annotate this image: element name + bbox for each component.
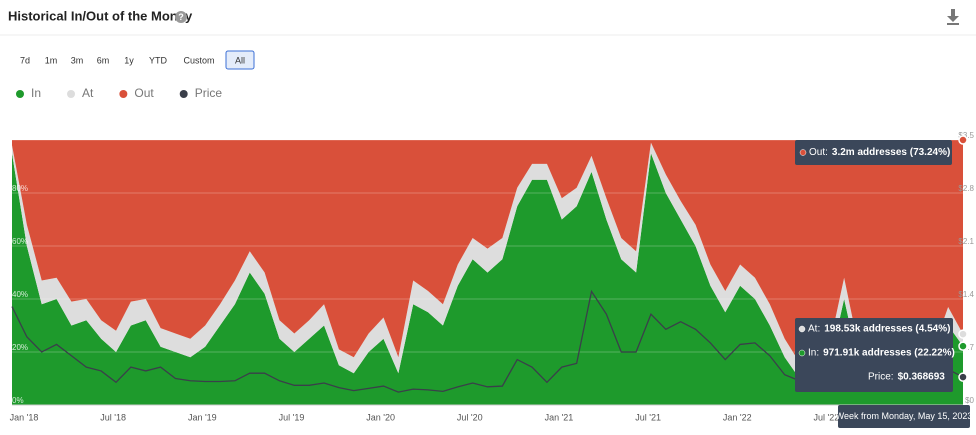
range-button[interactable]: Custom [176, 51, 222, 69]
legend-item[interactable]: Price [179, 86, 223, 100]
tooltip-box [838, 405, 970, 428]
area-at [12, 142, 963, 384]
range-button-box[interactable] [14, 51, 36, 69]
range-button-box[interactable] [92, 51, 114, 69]
range-button-label[interactable]: 1y [124, 55, 134, 65]
legend: In At Out Price [16, 86, 222, 100]
legend-label[interactable]: In [31, 86, 41, 100]
range-button-label[interactable]: 1m [45, 55, 58, 65]
legend-label[interactable]: Out [134, 86, 154, 100]
x-tick-label: Jul '19 [279, 412, 305, 422]
range-button[interactable]: 3m [66, 51, 88, 69]
title: Historical In/Out of the Money [8, 8, 193, 23]
range-button[interactable]: 1m [40, 51, 62, 69]
x-tick-label: Jan '18 [10, 412, 39, 422]
legend-swatch[interactable] [16, 90, 24, 98]
legend-item[interactable]: Out [119, 86, 154, 100]
legend-label[interactable]: At [82, 86, 94, 100]
range-button[interactable]: 7d [14, 51, 36, 69]
range-button[interactable]: 1y [118, 51, 140, 69]
tooltip-label: In: [808, 348, 819, 359]
hover-marker [958, 329, 968, 339]
legend-swatch[interactable] [179, 90, 188, 98]
range-button-box[interactable] [40, 51, 62, 69]
y-tick-label: 100% [12, 131, 32, 140]
help-icon[interactable] [175, 11, 187, 23]
hover-marker [958, 135, 968, 145]
tooltip-box [795, 318, 953, 392]
x-tick-label: Jul '21 [635, 412, 661, 422]
y2-tick-label: $1.4 [958, 290, 974, 299]
y2-tick-label: $2.8 [958, 184, 974, 193]
plot: 0%20%40%60%80%100%$0$0.7$1.4$2.1$2.8$3.5… [10, 131, 975, 428]
range-button-box[interactable] [176, 51, 222, 69]
range-button[interactable]: 6m [92, 51, 114, 69]
x-tick-label: Jan '20 [366, 412, 395, 422]
range-button-label[interactable]: All [235, 55, 245, 65]
range-button-box[interactable] [225, 50, 255, 70]
y-tick-label: 20% [12, 343, 28, 352]
x-tick-label: Jul '18 [100, 412, 126, 422]
range-button[interactable]: YTD [144, 51, 172, 69]
tooltip-dot [799, 149, 807, 156]
range-button-label[interactable]: YTD [149, 55, 168, 65]
y-tick-label: 60% [12, 237, 28, 246]
tooltip-label: Out: [809, 147, 828, 158]
tooltip-date: Week from Monday, May 15, 2023 [836, 411, 973, 421]
tooltip-label: Price: [868, 372, 894, 383]
legend-swatch[interactable] [119, 90, 128, 98]
tooltip-value: 198.53k addresses (4.54%) [824, 324, 950, 335]
tooltip-value: 3.2m addresses (73.24%) [832, 147, 950, 158]
tooltip-label: At: [808, 324, 820, 335]
tooltip-value: $0.368693 [898, 372, 946, 383]
x-tick-label: Jan '22 [723, 412, 752, 422]
legend-label[interactable]: Price [195, 86, 223, 100]
legend-item[interactable]: At [67, 86, 94, 100]
range-button-label[interactable]: 6m [97, 55, 110, 65]
area-in [12, 153, 963, 405]
hover-marker [958, 341, 968, 351]
hover-marker [958, 372, 968, 382]
range-button-label[interactable]: 7d [20, 55, 30, 65]
range-button-box[interactable] [118, 51, 140, 69]
y-tick-label: 80% [12, 184, 28, 193]
range-button-box[interactable] [66, 51, 88, 69]
area-out [12, 140, 963, 371]
legend-item[interactable]: In [16, 86, 41, 100]
range-button-label[interactable]: Custom [183, 55, 214, 65]
range-buttons: 7d 1m 3m 6m 1y YTD Custom All [14, 50, 255, 70]
tooltip-value: 971.91k addresses (22.22%) [823, 348, 955, 359]
help-icon-mark: ? [178, 12, 184, 22]
tooltip-dot [798, 349, 806, 357]
range-button[interactable]: All [225, 50, 255, 70]
tooltip-dot [798, 325, 806, 333]
x-tick-label: Jan '19 [188, 412, 217, 422]
y-tick-label: 0% [12, 396, 24, 405]
x-tick-label: Jul '22 [814, 412, 840, 422]
y-tick-label: 40% [12, 290, 28, 299]
x-tick-label: Jul '20 [457, 412, 483, 422]
y2-tick-label: $0 [965, 396, 974, 405]
y2-tick-label: $3.5 [958, 131, 974, 140]
x-tick-label: Jan '21 [545, 412, 574, 422]
range-button-box[interactable] [144, 51, 172, 69]
download-icon[interactable] [947, 9, 959, 25]
range-button-label[interactable]: 3m [71, 55, 84, 65]
legend-swatch[interactable] [67, 90, 76, 98]
tooltip-box [795, 140, 952, 165]
y2-tick-label: $2.1 [958, 237, 974, 246]
